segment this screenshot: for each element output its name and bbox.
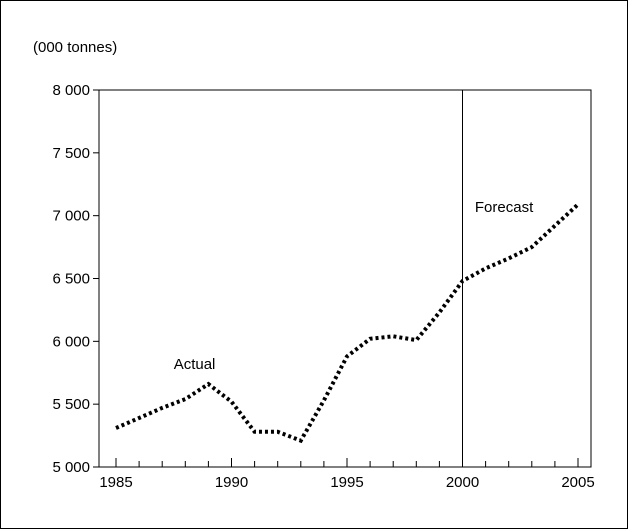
series-group (115, 202, 580, 444)
annotation-label: Actual (174, 356, 216, 373)
x-tick-label: 1990 (215, 474, 248, 491)
annotation-label: Forecast (475, 199, 534, 216)
y-tick-label: 6 000 (52, 333, 90, 350)
x-tick-label: 1995 (330, 474, 363, 491)
y-tick-label: 8 000 (52, 82, 90, 99)
x-tick-label: 1985 (99, 474, 132, 491)
data-line (115, 202, 580, 444)
y-tick-label: 5 500 (52, 396, 90, 413)
y-tick-label: 5 000 (52, 459, 90, 476)
y-axis-label: (000 tonnes) (33, 39, 117, 56)
annotations-group: Actual Forecast (174, 199, 534, 373)
x-tick-label: 2005 (561, 474, 594, 491)
x-tick-label: 2000 (446, 474, 479, 491)
plot-area-border (98, 89, 592, 468)
y-tick-label: 6 500 (52, 271, 90, 288)
ticks-group: 5 000 5 500 6 000 6 500 7 000 7 500 8 000 1985 1… (52, 82, 594, 491)
y-tick-label: 7 500 (52, 145, 90, 162)
y-tick-label: 7 000 (52, 208, 90, 225)
axes-group (98, 89, 592, 468)
